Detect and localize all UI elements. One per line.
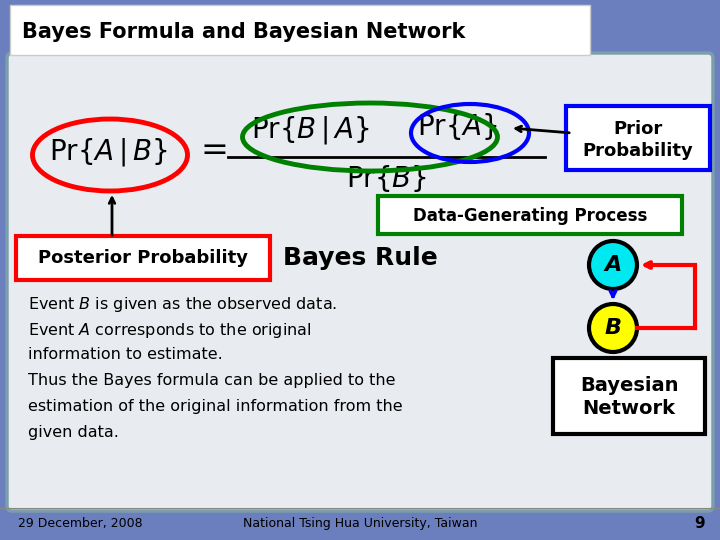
Text: A: A xyxy=(604,255,621,275)
Circle shape xyxy=(589,241,637,289)
Text: given data.: given data. xyxy=(28,425,119,440)
FancyBboxPatch shape xyxy=(7,53,713,511)
Text: Bayes Rule: Bayes Rule xyxy=(283,246,437,270)
Text: $\mathrm{Pr}\{A\,|\,B\}$: $\mathrm{Pr}\{A\,|\,B\}$ xyxy=(49,136,167,168)
FancyBboxPatch shape xyxy=(378,196,682,234)
Bar xyxy=(0,0,720,58)
Text: 29 December, 2008: 29 December, 2008 xyxy=(18,517,143,530)
Text: $\mathrm{Pr}\{B\,|\,A\}$: $\mathrm{Pr}\{B\,|\,A\}$ xyxy=(251,114,369,146)
Text: Data-Generating Process: Data-Generating Process xyxy=(413,207,647,225)
Text: Bayesian
Network: Bayesian Network xyxy=(580,376,678,418)
Text: information to estimate.: information to estimate. xyxy=(28,347,222,362)
Text: $\mathrm{Pr}\{A\}$: $\mathrm{Pr}\{A\}$ xyxy=(418,111,498,143)
Text: Event $\mathit{B}$ is given as the observed data.: Event $\mathit{B}$ is given as the obser… xyxy=(28,295,337,314)
Bar xyxy=(10,5,590,55)
Text: Thus the Bayes formula can be applied to the: Thus the Bayes formula can be applied to… xyxy=(28,373,395,388)
Circle shape xyxy=(589,304,637,352)
Text: Bayes Formula and Bayesian Network: Bayes Formula and Bayesian Network xyxy=(22,22,465,42)
FancyBboxPatch shape xyxy=(16,236,270,280)
FancyBboxPatch shape xyxy=(553,358,705,434)
Text: Posterior Probability: Posterior Probability xyxy=(38,249,248,267)
Text: 9: 9 xyxy=(694,516,705,531)
Text: $=$: $=$ xyxy=(194,132,226,165)
Text: $\mathrm{Pr}\{B\}$: $\mathrm{Pr}\{B\}$ xyxy=(346,163,428,193)
Text: Prior
Probability: Prior Probability xyxy=(582,120,693,160)
FancyBboxPatch shape xyxy=(566,106,710,170)
Text: National Tsing Hua University, Taiwan: National Tsing Hua University, Taiwan xyxy=(243,517,477,530)
Text: Event $\mathit{A}$ corresponds to the original: Event $\mathit{A}$ corresponds to the or… xyxy=(28,321,311,340)
Text: B: B xyxy=(605,318,621,338)
Text: estimation of the original information from the: estimation of the original information f… xyxy=(28,399,402,414)
